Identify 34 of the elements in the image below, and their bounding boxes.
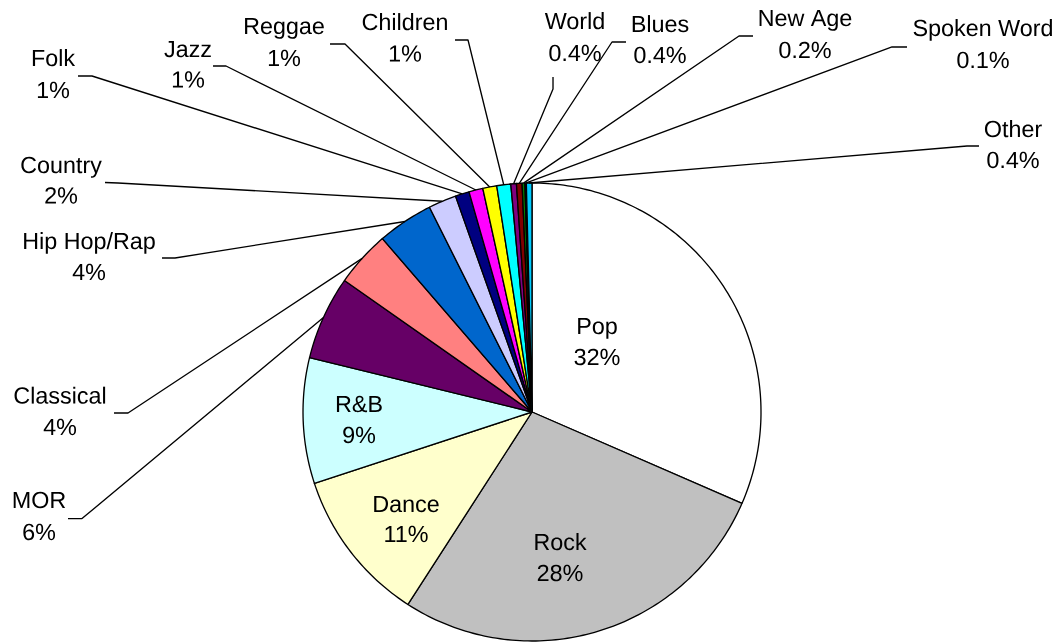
slice-label: R&B [336,395,382,413]
data-label: 4% [43,418,77,436]
slice-label: Reggae [245,17,324,39]
data-label: 4% [72,263,106,281]
data-label: 9% [343,426,376,444]
data-label: 0.2% [779,41,831,59]
data-label: 0.4% [549,44,601,62]
slice-label: Blues [632,15,689,33]
data-label: 32% [574,348,620,366]
slice-label: Hip Hop/Rap [24,232,155,254]
data-label: 1% [389,45,422,62]
slice-label: Jazz [164,40,211,58]
data-label: 0.4% [987,151,1039,169]
slice-label: Country [21,156,102,178]
slice-label: World [544,12,604,30]
data-label: 1% [37,81,70,99]
data-label: 28% [537,564,583,582]
slice-label: Other [984,120,1042,138]
slice-label: Dance [374,495,439,513]
slice-label: Children [362,13,447,31]
slice-label: New Age [759,9,852,31]
slice-label: Rock [535,533,587,551]
data-label: 0.1% [957,51,1009,69]
data-label: 11% [385,525,428,543]
data-label: 0.4% [634,46,686,64]
slice-label: Classical [14,386,106,404]
slice-label: MOR [13,491,66,509]
data-label: 1% [172,71,205,88]
data-label: 1% [268,49,301,67]
data-label: 2% [45,187,78,204]
slice-label: Pop [578,317,617,339]
slice-label: Spoken Word [913,19,1052,41]
slice-label: Folk [32,49,76,67]
data-label: 6% [23,523,56,541]
